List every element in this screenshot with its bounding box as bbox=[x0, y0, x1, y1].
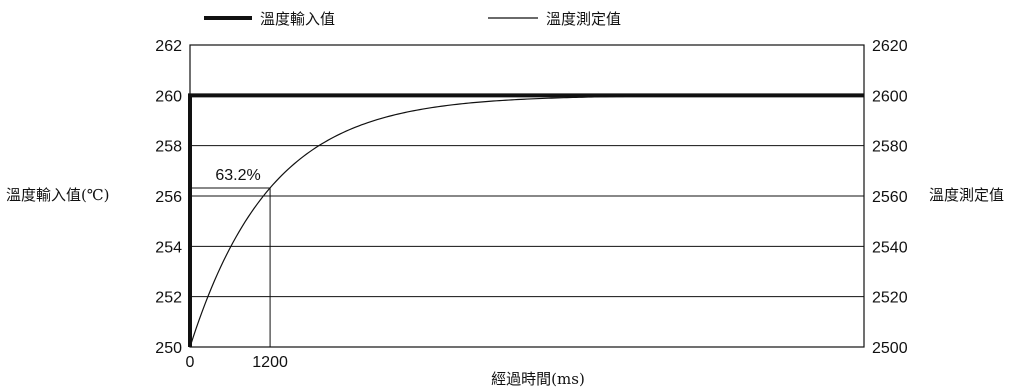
legend: 溫度輸入值 溫度測定值 bbox=[204, 10, 621, 28]
y-right-tick-label: 2520 bbox=[872, 290, 908, 307]
y-left-axis-title: 溫度輸入值(℃) bbox=[6, 186, 110, 204]
x-tick-label: 0 bbox=[186, 354, 195, 371]
y-right-tick-label: 2560 bbox=[872, 189, 908, 206]
x-tick-label: 1200 bbox=[252, 354, 288, 371]
y-left-tick-label: 260 bbox=[155, 88, 182, 105]
gridlines bbox=[190, 44, 864, 348]
y-right-tick-label: 2580 bbox=[872, 139, 908, 156]
plot-frame bbox=[189, 44, 865, 348]
y-left-tick-label: 252 bbox=[155, 290, 182, 307]
y-left-tick-label: 250 bbox=[155, 340, 182, 357]
series-input-line bbox=[188, 93, 864, 347]
y-right-tick-label: 2500 bbox=[872, 340, 908, 357]
y-left-tick-label: 262 bbox=[155, 38, 182, 55]
annotation-label: 63.2% bbox=[215, 167, 260, 184]
x-axis-title: 經過時間(ms) bbox=[491, 370, 585, 388]
y-right-tick-label: 2540 bbox=[872, 239, 908, 256]
left-axis-ticks: 250 252 254 256 258 260 262 bbox=[155, 38, 182, 357]
legend-label-measured: 溫度測定值 bbox=[546, 10, 621, 28]
right-axis-ticks: 2500 2520 2540 2560 2580 2600 2620 bbox=[872, 38, 908, 357]
legend-label-input: 溫度輸入值 bbox=[260, 10, 335, 28]
x-axis-ticks: 0 1200 bbox=[186, 354, 288, 371]
y-right-axis-title: 溫度測定值 bbox=[929, 186, 1004, 204]
y-right-tick-label: 2600 bbox=[872, 88, 908, 105]
y-left-tick-label: 258 bbox=[155, 139, 182, 156]
y-left-tick-label: 254 bbox=[155, 239, 182, 256]
y-left-tick-label: 256 bbox=[155, 189, 182, 206]
series-measured-line bbox=[189, 94, 865, 348]
series-group bbox=[188, 93, 865, 348]
annotation-group: 63.2% bbox=[190, 167, 271, 347]
y-right-tick-label: 2620 bbox=[872, 38, 908, 55]
